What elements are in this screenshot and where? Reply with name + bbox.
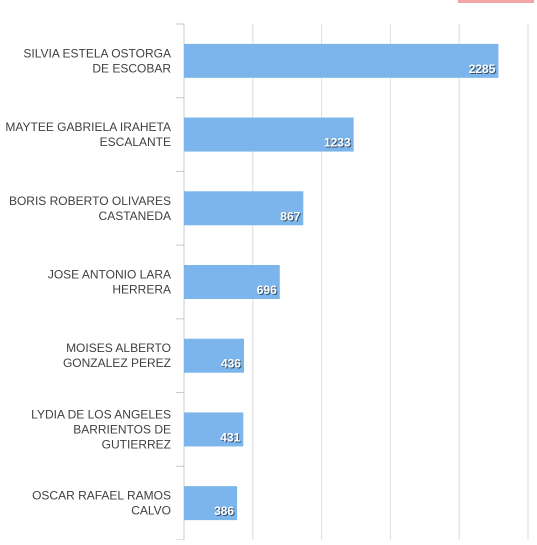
category-label: LYDIA DE LOS ANGELES BARRIENTOS DE GUTIERR…	[31, 407, 171, 451]
bar	[184, 412, 244, 447]
data-label-shadow: 431	[221, 431, 241, 445]
data-label: 867	[280, 209, 300, 223]
data-label-shadow: 867	[281, 210, 301, 224]
data-label: 431	[220, 430, 240, 444]
data-label: 386	[214, 504, 234, 518]
grid-lines	[252, 24, 529, 540]
category-label: OSCAR RAFAEL RAMOS CALVO	[32, 489, 171, 518]
labels: SILVIA ESTELA OSTORGA DE ESCOBAR 22852285M…	[5, 46, 496, 519]
data-label: 2285	[469, 62, 496, 76]
data-label-shadow: 436	[222, 358, 242, 372]
bar	[184, 43, 499, 78]
bar	[184, 191, 304, 226]
category-label: MOISES ALBERTO GONZALEZ PEREZ	[63, 341, 171, 370]
data-label: 436	[221, 357, 241, 371]
data-label: 696	[257, 283, 277, 297]
partial-header-mark	[458, 0, 534, 3]
category-label: BORIS ROBERTO OLIVARES CASTANEDA	[9, 194, 171, 223]
data-label-shadow: 696	[258, 284, 278, 298]
category-label: JOSE ANTONIO LARA HERRERA	[48, 268, 171, 297]
bar	[184, 265, 280, 299]
category-label: MAYTEE GABRIELA IRAHETA ESCALANTE	[5, 120, 171, 149]
category-label: SILVIA ESTELA OSTORGA DE ESCOBAR	[23, 46, 171, 75]
data-label-shadow: 1233	[325, 137, 352, 151]
data-label: 1233	[324, 136, 351, 150]
bar	[184, 117, 354, 152]
bar	[184, 486, 238, 521]
bars	[184, 43, 499, 521]
data-label-shadow: 386	[215, 505, 235, 519]
category-axis	[176, 23, 185, 541]
data-label-shadow: 2285	[470, 63, 497, 77]
bar	[184, 338, 244, 373]
